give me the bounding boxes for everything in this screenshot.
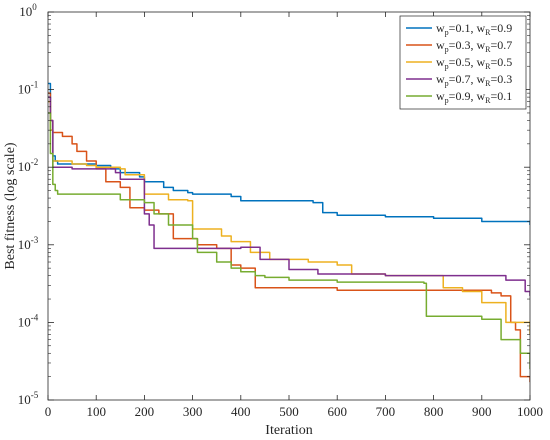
- x-tick-label: 400: [231, 404, 251, 419]
- y-tick-label: 10-5: [18, 390, 39, 407]
- legend-entry-1: wp=0.1, wR=0.9: [436, 21, 512, 37]
- series-line-5: [48, 112, 530, 370]
- x-axis-label: Iteration: [265, 423, 312, 438]
- series-line-2: [48, 92, 530, 383]
- series-line-1: [48, 82, 530, 225]
- series-line-4: [48, 96, 530, 296]
- x-tick-label: 200: [135, 404, 155, 419]
- series-line-3: [48, 100, 530, 335]
- x-tick-label: 0: [45, 404, 52, 419]
- x-tick-label: 500: [279, 404, 299, 419]
- y-axis-label: Best fitness (log scale): [3, 142, 18, 269]
- y-tick-label: 10-4: [18, 312, 39, 329]
- y-tick-label: 10-1: [18, 80, 39, 97]
- legend-entry-2: wp=0.3, wR=0.7: [436, 38, 512, 54]
- axes: 0 100 200 300 400 500 600 700 800 900 1000 10-5 10-4…: [18, 2, 543, 419]
- x-tick-label: 300: [183, 404, 203, 419]
- x-tick-label: 700: [376, 404, 396, 419]
- y-tick-label: 10-2: [18, 157, 39, 174]
- legend: wp=0.1, wR=0.9wp=0.3, wR=0.7wp=0.5, wR=0…: [399, 15, 527, 110]
- plot-area: [48, 82, 530, 383]
- legend-entry-5: wp=0.9, wR=0.1: [436, 89, 512, 105]
- y-tick-label: 10-3: [18, 235, 39, 252]
- x-tick-label: 1000: [517, 404, 543, 419]
- x-tick-label: 100: [86, 404, 106, 419]
- x-tick-label: 800: [424, 404, 444, 419]
- y-tick-label: 100: [19, 2, 37, 19]
- legend-entry-3: wp=0.5, wR=0.5: [436, 55, 512, 71]
- legend-entry-4: wp=0.7, wR=0.3: [436, 72, 512, 88]
- x-tick-label: 600: [327, 404, 347, 419]
- x-tick-label: 900: [472, 404, 492, 419]
